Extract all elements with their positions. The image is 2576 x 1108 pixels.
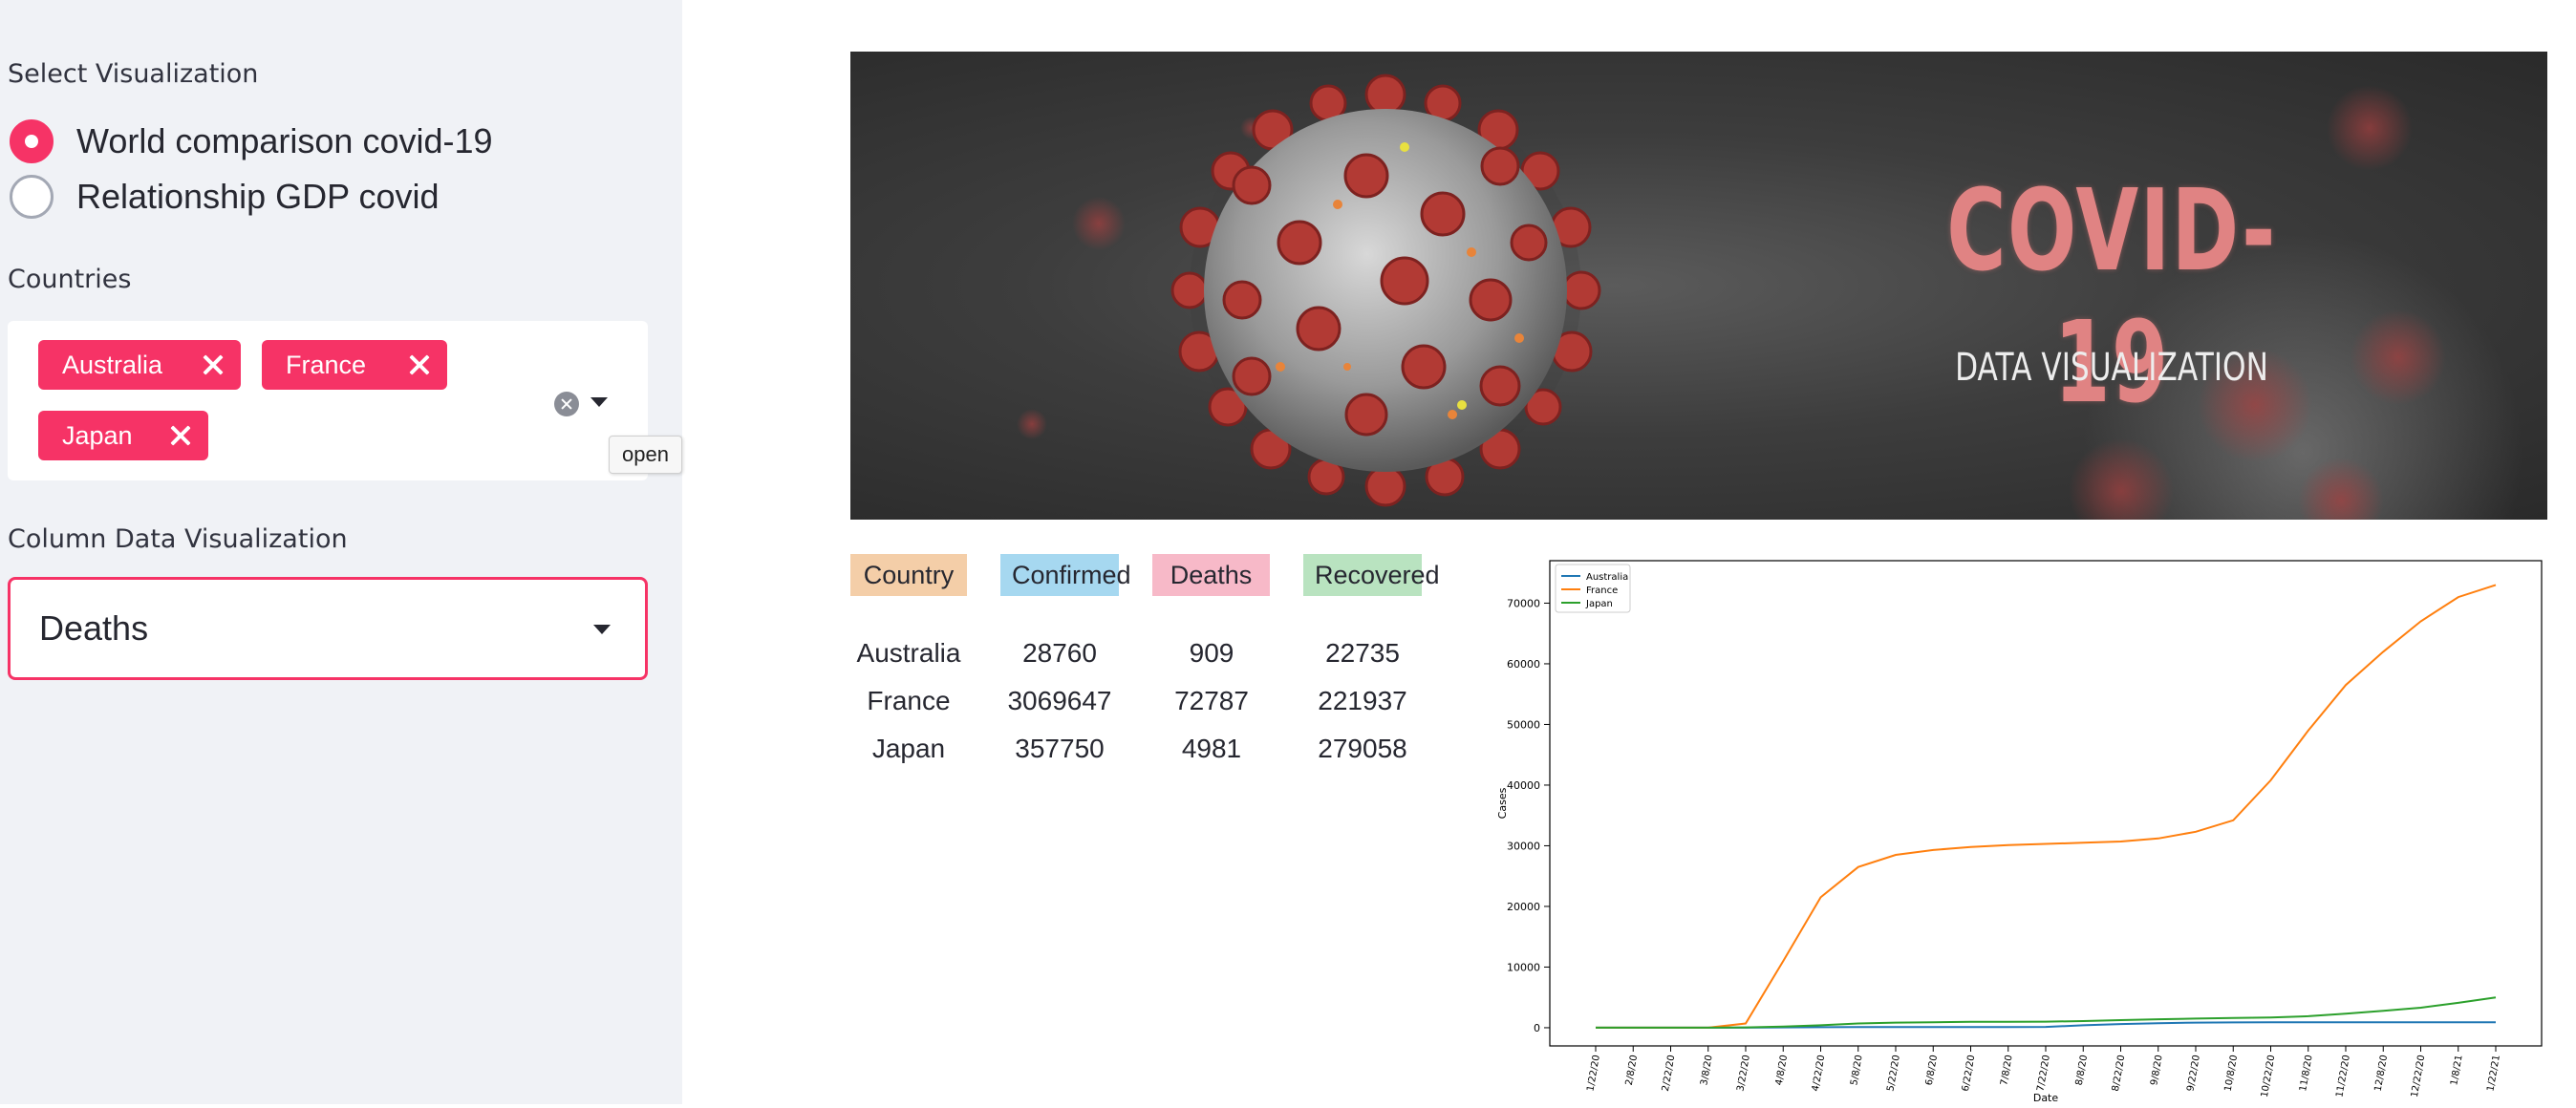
x-tick-label: 4/22/20 [1811,1055,1828,1093]
header-country: Country [850,554,967,596]
radio-relationship-gdp-label: Relationship GDP covid [76,177,440,216]
radio-world-comparison-label: World comparison covid-19 [76,121,493,160]
cell-japan-deaths: 4981 [1181,734,1242,763]
x-tick-label: 1/22/21 [2485,1055,2502,1093]
cell-australia-deaths: 909 [1189,638,1234,668]
cell-japan-confirmed: 357750 [1015,734,1105,763]
header-recovered: Recovered [1303,554,1440,596]
cell-japan-recovered: 279058 [1318,734,1407,763]
banner-subtitle: DATA VISUALIZATION [1955,346,2268,390]
y-tick-label: 60000 [1507,658,1540,671]
x-tick-label: 12/8/20 [2373,1055,2391,1093]
y-axis-label: Cases [1496,787,1509,819]
y-tick-label: 10000 [1507,961,1540,973]
x-tick-label: 6/8/20 [1924,1055,1940,1087]
y-tick-label: 20000 [1507,901,1540,913]
tag-australia-label: Australia [62,350,163,379]
radio-selected-icon [10,119,54,163]
x-tick-label: 1/8/21 [2449,1055,2464,1087]
virus-illustration [1017,74,2522,520]
x-tick-label: 2/22/20 [1661,1055,1678,1093]
open-tooltip: open [609,436,682,474]
column-selectbox-value: Deaths [39,608,149,648]
x-tick-label: 8/22/20 [2111,1055,2128,1093]
radio-relationship-gdp[interactable]: Relationship GDP covid [10,174,440,220]
y-tick-label: 70000 [1507,597,1540,609]
remove-japan-icon[interactable] [168,423,193,448]
countries-multiselect[interactable]: Australia France Japan [8,321,648,480]
cell-france-confirmed: 3069647 [1007,686,1112,715]
chart-svg: 0 10000 20000 30000 40000 50000 60000 70000 1/22… [1496,560,2543,1104]
series-line-france [1596,584,2497,1029]
x-tick-label: 6/22/20 [1961,1055,1978,1093]
x-tick-label: 10/8/20 [2223,1055,2241,1093]
select-visualization-label: Select Visualization [8,59,259,89]
legend-label-japan: Japan [1585,599,1613,609]
legend-label-france: France [1586,586,1618,596]
x-tick-label: 8/8/20 [2074,1055,2090,1087]
x-tick-label: 9/22/20 [2185,1055,2202,1093]
clear-all-icon[interactable] [554,392,579,416]
x-tick-label: 3/22/20 [1735,1055,1752,1093]
header-deaths: Deaths [1152,554,1270,596]
y-tick-label: 40000 [1507,779,1540,792]
x-tick-label: 4/8/20 [1774,1055,1790,1087]
y-tick-label: 50000 [1507,718,1540,731]
tag-australia: Australia [38,340,241,390]
plot-frame [1549,560,2543,1047]
series-line-japan [1596,996,2497,1029]
cell-australia-recovered: 22735 [1325,638,1400,668]
cell-france-country: France [867,686,951,715]
chevron-down-icon[interactable] [590,397,608,407]
x-tick-label: 5/22/20 [1885,1055,1902,1093]
column-data-visualization-label: Column Data Visualization [8,524,348,554]
x-tick-label: 7/22/20 [2035,1055,2052,1093]
banner-title: COVID-19 [1946,164,2277,428]
tag-france: France [262,340,447,390]
x-tick-label: 10/22/20 [2260,1055,2278,1098]
tag-japan-label: Japan [62,420,133,450]
cell-australia-country: Australia [856,638,961,668]
x-tick-label: 12/22/20 [2410,1055,2428,1098]
chevron-down-icon [593,625,611,634]
remove-australia-icon[interactable] [201,352,225,377]
deaths-line-chart: 0 10000 20000 30000 40000 50000 60000 70000 1/22… [1491,544,2551,1104]
covid-banner-image: COVID-19 DATA VISUALIZATION [850,52,2547,520]
x-axis-label: Date [2033,1092,2059,1104]
x-tick-label: 5/8/20 [1849,1055,1864,1087]
x-tick-label: 11/22/20 [2334,1055,2352,1098]
x-tick-label: 9/8/20 [2149,1055,2164,1087]
x-tick-label: 11/8/20 [2298,1055,2315,1093]
header-confirmed: Confirmed [1000,554,1131,596]
x-tick-label: 2/8/20 [1624,1055,1640,1087]
remove-france-icon[interactable] [407,352,432,377]
column-selectbox[interactable]: Deaths [8,577,648,680]
tag-japan: Japan [38,411,208,460]
cell-australia-confirmed: 28760 [1022,638,1097,668]
cell-france-deaths: 72787 [1174,686,1249,715]
x-tick-label: 3/8/20 [1699,1055,1714,1087]
y-tick-label: 30000 [1507,840,1540,852]
y-tick-label: 0 [1534,1022,1540,1034]
sidebar: Select Visualization World comparison co… [0,0,682,1104]
radio-unselected-icon [10,175,54,219]
countries-label: Countries [8,265,132,294]
x-tick-label: 1/22/20 [1585,1055,1602,1093]
radio-world-comparison[interactable]: World comparison covid-19 [10,118,493,164]
cell-france-recovered: 221937 [1318,686,1407,715]
tag-france-label: France [286,350,367,379]
legend-label-australia: Australia [1586,572,1628,583]
cell-japan-country: Japan [871,734,946,763]
x-tick-label: 7/8/20 [1999,1055,2014,1087]
